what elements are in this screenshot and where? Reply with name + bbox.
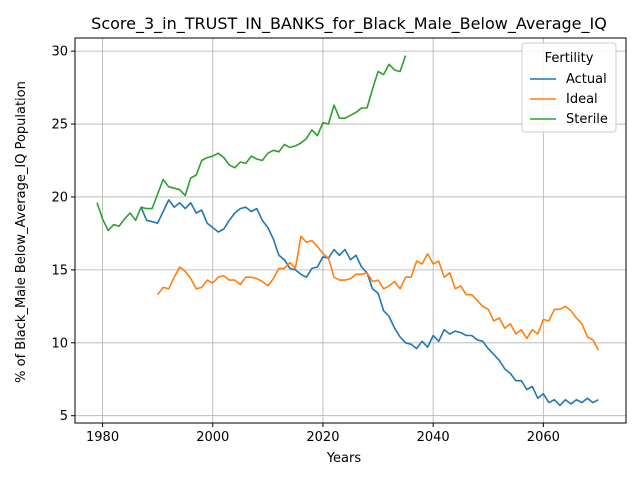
- x-tick-label: 2040: [417, 430, 450, 445]
- y-tick-label: 20: [51, 190, 68, 205]
- series-line-sterile: [96, 55, 407, 232]
- y-axis-label: % of Black_Male Below_Average_IQ Populat…: [14, 81, 29, 383]
- x-tick-label: 2000: [196, 430, 229, 445]
- y-tick-label: 30: [51, 45, 68, 60]
- legend-label-ideal: Ideal: [566, 92, 598, 107]
- legend-label-actual: Actual: [566, 72, 607, 87]
- y-tick-label: 15: [51, 263, 68, 278]
- x-tick-label: 2020: [306, 430, 339, 445]
- series-lines: [96, 55, 600, 407]
- legend-title: Fertility: [545, 51, 594, 66]
- chart-title: Score_3_in_TRUST_IN_BANKS_for_Black_Male…: [91, 14, 607, 34]
- y-tick-label: 10: [51, 336, 68, 351]
- x-tick-label: 1980: [86, 430, 119, 445]
- axis-ticks: 1980 2000 2020 2040 2060 5 10 15 20 25 30: [51, 45, 559, 445]
- legend: Fertility Actual Ideal Sterile: [521, 42, 617, 133]
- legend-label-sterile: Sterile: [566, 112, 608, 127]
- legend-entries: Actual Ideal Sterile: [530, 72, 608, 127]
- y-tick-label: 5: [60, 409, 68, 424]
- x-axis-label: Years: [326, 451, 362, 466]
- series-line-ideal: [156, 235, 600, 351]
- x-tick-label: 2060: [527, 430, 560, 445]
- plot-area-frame: [74, 37, 627, 424]
- legend-box: [521, 42, 617, 133]
- series-line-actual: [140, 199, 599, 407]
- y-tick-label: 25: [51, 118, 68, 133]
